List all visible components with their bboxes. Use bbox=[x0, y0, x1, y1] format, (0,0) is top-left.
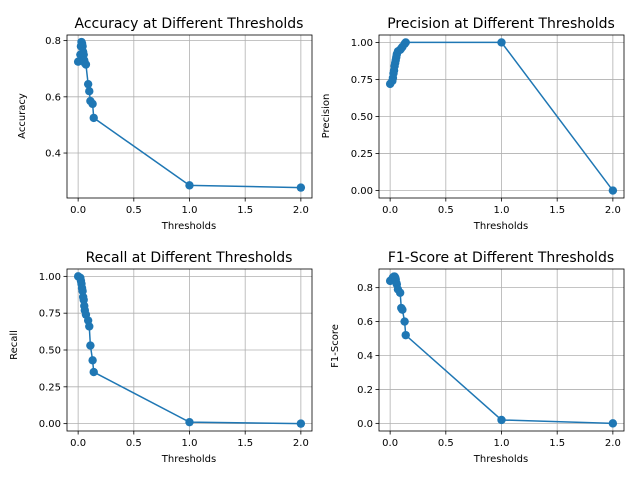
x-tick-label: 1.5 bbox=[237, 205, 253, 216]
data-point bbox=[83, 79, 93, 89]
y-tick-label: 0.50 bbox=[351, 112, 373, 123]
x-tick-label: 0.0 bbox=[382, 205, 398, 216]
y-axis-label: Recall bbox=[9, 330, 20, 360]
y-tick-label: 0.25 bbox=[39, 382, 61, 393]
subplot-accuracy: Accuracy at Different Thresholds Thresho… bbox=[17, 16, 313, 232]
y-tick-label: 1.00 bbox=[351, 38, 373, 49]
x-tick-label: 2.0 bbox=[605, 438, 621, 449]
data-point bbox=[89, 113, 98, 123]
y-axis-label: Precision bbox=[321, 94, 332, 139]
data-point bbox=[395, 288, 405, 297]
axes-frame bbox=[378, 268, 625, 432]
y-tick-label: 0.6 bbox=[357, 317, 373, 328]
data-point bbox=[401, 330, 410, 340]
y-tick-label: 0.2 bbox=[357, 385, 373, 396]
x-tick-label: 1.0 bbox=[182, 205, 198, 216]
data-point bbox=[89, 367, 98, 377]
x-tick-label: 0.5 bbox=[438, 205, 454, 216]
data-point bbox=[400, 317, 409, 326]
y-tick-label: 0.8 bbox=[45, 36, 61, 47]
data-point bbox=[88, 99, 97, 109]
data-point bbox=[497, 38, 506, 47]
data-point bbox=[85, 322, 94, 331]
subplot-f1-score: F1-Score at Different Thresholds Thresho… bbox=[330, 250, 625, 465]
data-point bbox=[608, 186, 618, 195]
data-point bbox=[88, 356, 97, 365]
x-axis-label: Thresholds bbox=[473, 221, 529, 232]
y-axis-label: F1-Score bbox=[330, 324, 341, 368]
subplot-precision: Precision at Different Thresholds Thresh… bbox=[321, 16, 625, 232]
data-point bbox=[401, 38, 410, 47]
grid bbox=[67, 35, 312, 198]
y-tick-label: 0.50 bbox=[39, 346, 61, 357]
x-tick-label: 0.5 bbox=[126, 205, 142, 216]
subplot-title: Accuracy at Different Thresholds bbox=[75, 16, 304, 32]
y-axis-label: Accuracy bbox=[17, 93, 28, 139]
x-axis-label: Thresholds bbox=[473, 454, 529, 465]
x-tick-label: 2.0 bbox=[293, 205, 309, 216]
x-tick-label: 1.5 bbox=[549, 205, 565, 216]
y-tick-label: 0.6 bbox=[45, 92, 61, 103]
grid bbox=[379, 35, 624, 198]
data-point bbox=[85, 87, 94, 96]
axes-frame bbox=[66, 268, 313, 432]
x-tick-label: 2.0 bbox=[293, 438, 309, 449]
data-point bbox=[497, 415, 506, 425]
x-tick-label: 0.5 bbox=[438, 438, 454, 449]
axes-frame bbox=[66, 34, 313, 199]
y-tick-label: 1.00 bbox=[39, 272, 61, 283]
data-point bbox=[398, 305, 407, 314]
y-tick-label: 0.4 bbox=[357, 351, 373, 362]
x-tick-label: 1.0 bbox=[182, 438, 198, 449]
x-tick-label: 1.5 bbox=[237, 438, 253, 449]
y-tick-label: 0.00 bbox=[351, 186, 373, 197]
axes-frame bbox=[378, 34, 625, 199]
x-axis-label: Thresholds bbox=[161, 454, 217, 465]
y-tick-label: 0.0 bbox=[357, 419, 373, 430]
x-axis-label: Thresholds bbox=[161, 221, 217, 232]
x-tick-label: 2.0 bbox=[605, 205, 621, 216]
y-tick-label: 0.25 bbox=[351, 149, 373, 160]
x-tick-label: 1.0 bbox=[494, 205, 510, 216]
y-tick-label: 0.75 bbox=[39, 309, 61, 320]
y-tick-label: 0.75 bbox=[351, 75, 373, 86]
y-tick-label: 0.4 bbox=[45, 149, 61, 160]
x-tick-label: 0.0 bbox=[70, 205, 86, 216]
y-tick-label: 0.8 bbox=[357, 283, 373, 294]
x-tick-label: 1.5 bbox=[549, 438, 565, 449]
y-tick-label: 0.00 bbox=[39, 419, 61, 430]
data-point bbox=[185, 417, 194, 427]
data-point bbox=[185, 181, 194, 190]
data-point bbox=[608, 419, 618, 428]
x-tick-label: 1.0 bbox=[494, 438, 510, 449]
subplot-recall: Recall at Different Thresholds Threshold… bbox=[9, 250, 313, 465]
subplot-title: F1-Score at Different Thresholds bbox=[388, 250, 614, 266]
data-point bbox=[296, 419, 306, 428]
x-tick-label: 0.5 bbox=[126, 438, 142, 449]
x-tick-label: 0.0 bbox=[70, 438, 86, 449]
grid bbox=[379, 269, 624, 431]
subplot-title: Recall at Different Thresholds bbox=[86, 250, 293, 266]
data-point bbox=[296, 183, 306, 192]
x-tick-label: 0.0 bbox=[382, 438, 398, 449]
data-point bbox=[86, 341, 95, 350]
data-point bbox=[81, 60, 91, 69]
subplot-title: Precision at Different Thresholds bbox=[387, 16, 615, 32]
